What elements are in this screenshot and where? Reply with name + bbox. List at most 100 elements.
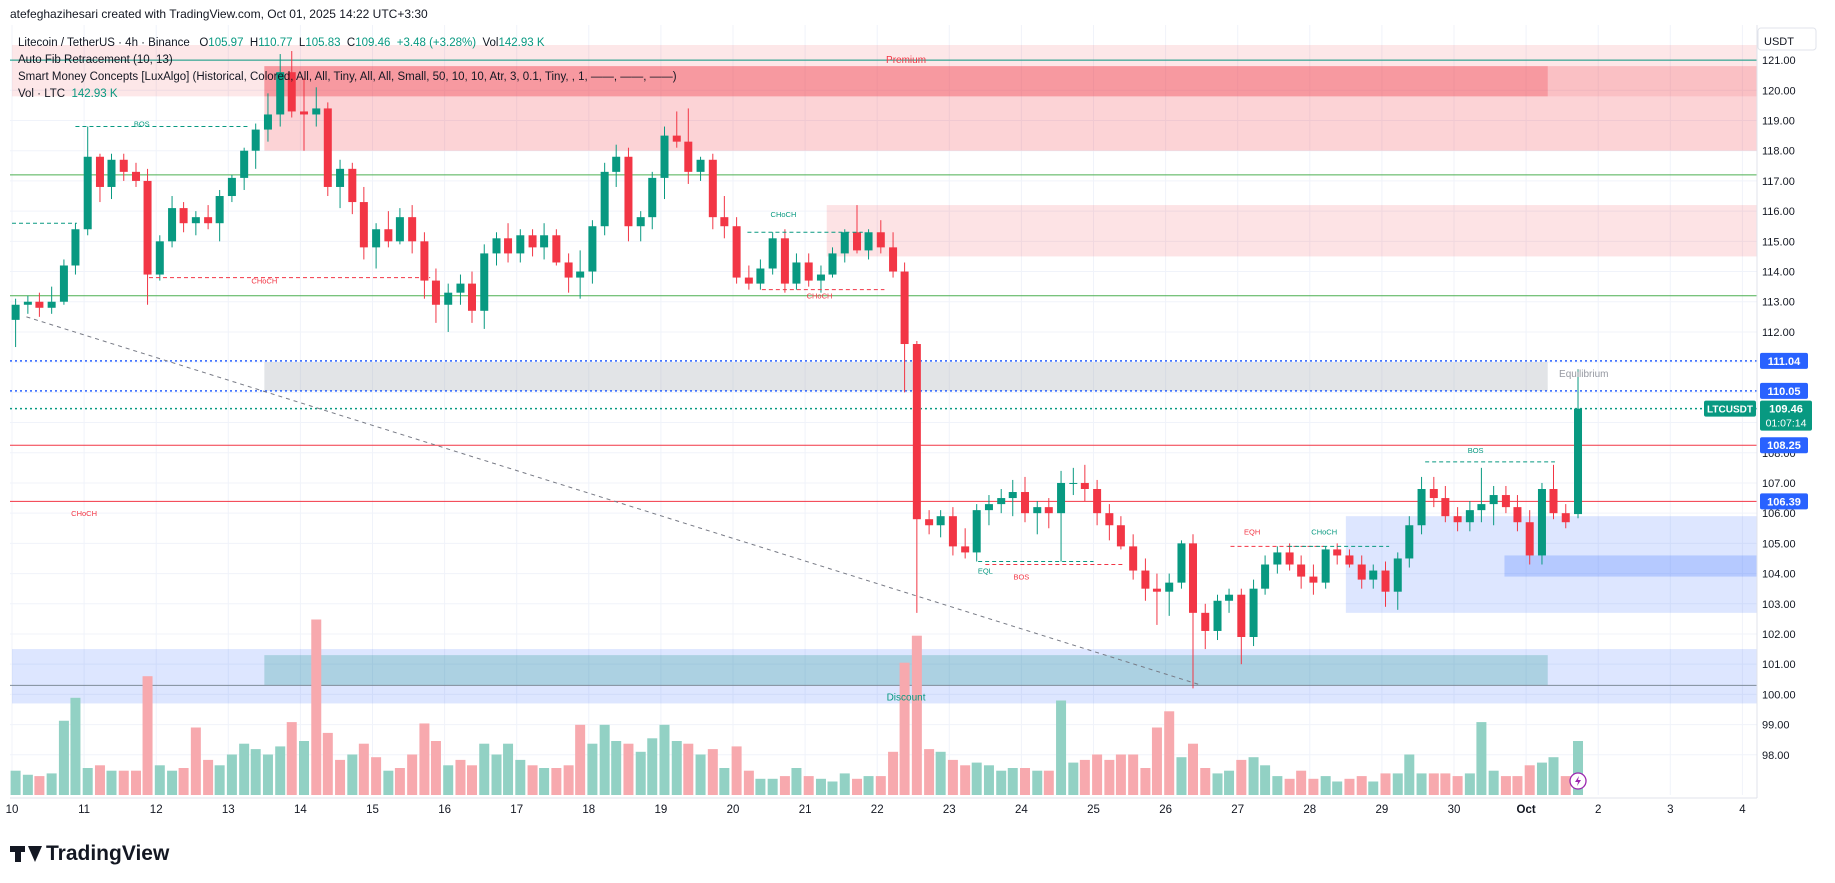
- volume-bar: [1260, 765, 1271, 795]
- volume-bar: [106, 770, 117, 795]
- candle-body: [1273, 552, 1282, 565]
- candle-body: [1477, 504, 1486, 511]
- candle-body: [1417, 489, 1426, 526]
- volume-bar: [70, 697, 81, 795]
- annotation-label: EQH: [1244, 527, 1260, 536]
- volume-bar: [10, 770, 21, 795]
- candle-body: [287, 72, 296, 112]
- candle-body: [204, 217, 213, 224]
- volume-bar: [1187, 743, 1198, 795]
- indicator-fib[interactable]: Auto Fib Retracement (10, 13): [18, 54, 173, 66]
- candle-body: [528, 235, 537, 248]
- y-tick-label: 99.00: [1762, 720, 1790, 732]
- candle-body: [107, 159, 116, 187]
- volume-bar: [142, 676, 153, 795]
- volume-bar: [275, 746, 286, 795]
- candle-body: [672, 135, 681, 142]
- axes: 98.00 99.00 100.00 101.00 102.00 103.00 104.00…: [6, 25, 1817, 816]
- candle-body: [756, 268, 765, 284]
- volume-bar: [154, 765, 165, 795]
- zone-discount: [12, 649, 1757, 704]
- volume-bar: [551, 768, 562, 795]
- grid: [10, 25, 1757, 795]
- symbol-title[interactable]: Litecoin / TetherUS · 4h · Binance: [18, 37, 190, 49]
- candle-body: [83, 156, 92, 230]
- y-tick-label: 98.00: [1762, 750, 1790, 762]
- candle-body: [1165, 582, 1174, 592]
- candle-body: [1225, 594, 1234, 601]
- volume-bar: [466, 765, 477, 795]
- candle-body: [504, 238, 513, 254]
- volume-bar: [839, 773, 850, 795]
- candle-body: [1105, 513, 1114, 526]
- volume-bar: [659, 724, 670, 795]
- volume-bar: [707, 749, 718, 795]
- volume-bar: [899, 662, 910, 795]
- volume-bar: [527, 765, 538, 795]
- volume-bar: [1104, 759, 1115, 795]
- y-tick-label: 100.00: [1762, 689, 1796, 701]
- volume-bar: [1536, 762, 1547, 795]
- price-chart[interactable]: Premium Equilibrium Discount BOS CHoCH CHoCH C…: [0, 25, 1835, 825]
- volume-bar: [683, 743, 694, 795]
- open-label: O: [199, 37, 209, 49]
- candle-body: [384, 229, 393, 242]
- x-tick-label: 27: [1231, 804, 1244, 816]
- y-tick-label: 107.00: [1762, 478, 1796, 490]
- volume-bar: [1320, 776, 1331, 795]
- candle-body: [23, 301, 32, 305]
- volume-bar: [599, 724, 610, 795]
- candle-body: [467, 283, 476, 311]
- trendline: [26, 316, 1202, 686]
- volume-bar: [1488, 770, 1499, 795]
- indicator-volume[interactable]: Vol · LTC 142.93 K: [18, 86, 677, 103]
- volume-bar: [46, 773, 57, 795]
- volume-bar: [731, 746, 742, 795]
- volume-bar: [983, 765, 994, 795]
- candle-body: [768, 238, 777, 269]
- volume-bar: [178, 768, 189, 795]
- price-label-box: [1760, 382, 1808, 399]
- candle-body: [1369, 570, 1378, 580]
- volume-bar: [407, 754, 418, 795]
- volume-bar: [347, 754, 358, 795]
- candle-body: [492, 238, 501, 254]
- annotation-label: Discount: [887, 692, 926, 703]
- volume-bar: [1500, 776, 1511, 795]
- candle-body: [191, 217, 200, 224]
- volume-bar: [1056, 700, 1067, 795]
- zones: [12, 45, 1758, 704]
- candle-body: [71, 229, 80, 266]
- candle-body: [708, 159, 717, 218]
- candle-body: [744, 277, 753, 284]
- volume-bar: [575, 724, 586, 795]
- candle-body: [143, 180, 152, 275]
- indicator-smc[interactable]: Smart Money Concepts [LuxAlgo] (Historic…: [18, 71, 677, 83]
- volume-bar: [1176, 757, 1187, 795]
- volume-bar: [911, 635, 922, 795]
- horizontal-lines: [10, 59, 1757, 686]
- candle-body: [1405, 525, 1414, 559]
- price-label-text: 111.04: [1768, 356, 1801, 368]
- volume-value: 142.93 K: [498, 37, 545, 49]
- zone-supply-top: [264, 66, 1548, 97]
- candle-body: [35, 301, 44, 308]
- volume-bar: [1464, 773, 1475, 795]
- volume-bar: [1392, 773, 1403, 795]
- tradingview-logo[interactable]: TradingView: [10, 842, 169, 866]
- volume-bar: [1236, 759, 1247, 795]
- candle-body: [840, 232, 849, 254]
- candle-body: [1525, 522, 1534, 556]
- volume-bar: [1079, 759, 1090, 795]
- chart-legend: Litecoin / TetherUS · 4h · Binance O105.…: [18, 35, 677, 103]
- candle-body: [1069, 482, 1078, 484]
- high-value: 110.77: [258, 37, 293, 49]
- volume-bar: [94, 765, 105, 795]
- volume-bar: [1573, 741, 1584, 795]
- brand-name: TradingView: [46, 842, 170, 865]
- candle-body: [1249, 588, 1258, 637]
- annotation-label: CHoCH: [251, 277, 277, 286]
- legend-symbol-row: Litecoin / TetherUS · 4h · Binance O105.…: [18, 35, 677, 52]
- lightning-bolt: [1575, 776, 1582, 786]
- candle-body: [1309, 576, 1318, 583]
